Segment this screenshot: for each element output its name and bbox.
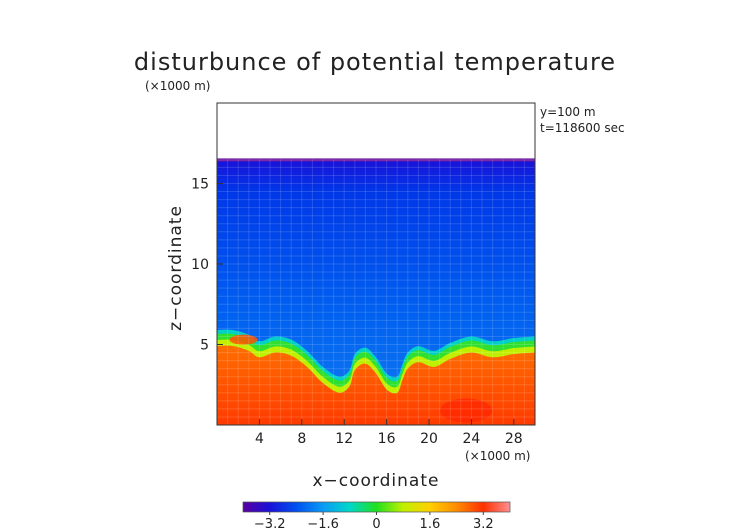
annotation-y: y=100 m — [540, 105, 596, 119]
warm-pocket — [229, 334, 258, 345]
warm-core — [440, 398, 493, 423]
y-axis-label: z−coordinate — [166, 205, 186, 331]
colorbar-tick-label: 3.2 — [473, 517, 494, 532]
cold-layer — [217, 159, 535, 378]
y-unit-label: (×1000 m) — [145, 79, 210, 93]
annotation-t: t=118600 sec — [540, 121, 625, 135]
colorbar-tick-label: −3.2 — [254, 517, 286, 532]
y-tick-label: 5 — [200, 338, 209, 354]
chart-title: disturbunce of potential temperature — [134, 48, 616, 76]
colorbar: −3.2 −1.6 0 1.6 3.2 — [242, 501, 511, 532]
x-tick-label: 8 — [297, 431, 306, 447]
x-tick-label: 16 — [378, 431, 396, 447]
annotations: y=100 m t=118600 sec — [540, 105, 625, 135]
x-tick-label: 4 — [255, 431, 264, 447]
y-tick-label: 15 — [191, 177, 209, 193]
domain-top-edge — [217, 158, 535, 162]
x-tick-label: 12 — [335, 431, 353, 447]
y-tick-label: 10 — [191, 257, 209, 273]
x-tick-label: 20 — [420, 431, 438, 447]
colorbar-bar — [242, 501, 511, 513]
y-axis: 5 10 15 — [191, 177, 223, 354]
colorbar-tick-label: 0 — [372, 517, 380, 532]
x-tick-label: 28 — [505, 431, 523, 447]
x-axis: 4 8 12 16 20 24 28 — [255, 419, 523, 447]
x-unit-label: (×1000 m) — [465, 449, 530, 463]
colorbar-tick-label: 1.6 — [420, 517, 441, 532]
colorbar-tick-label: −1.6 — [307, 517, 339, 532]
x-tick-label: 24 — [462, 431, 480, 447]
x-axis-label: x−coordinate — [313, 471, 440, 491]
plot-area — [216, 102, 536, 426]
